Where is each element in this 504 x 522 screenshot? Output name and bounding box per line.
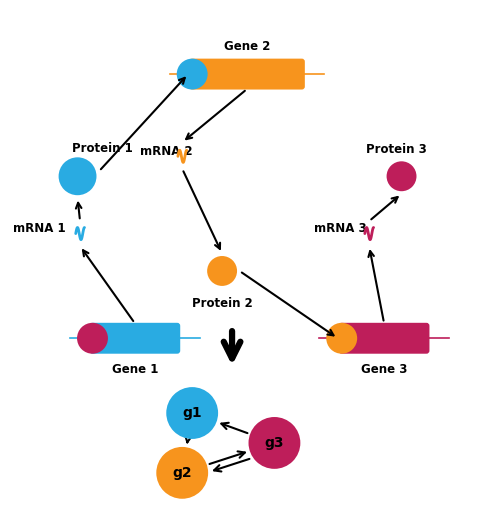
Text: Protein 2: Protein 2 [192,297,253,310]
FancyBboxPatch shape [90,323,180,354]
Text: Protein 1: Protein 1 [72,143,133,156]
Text: g2: g2 [172,466,192,480]
FancyBboxPatch shape [339,323,429,354]
Text: mRNA 3: mRNA 3 [314,222,367,235]
Circle shape [177,58,208,90]
Circle shape [77,323,108,354]
Text: Gene 1: Gene 1 [112,363,158,376]
Circle shape [387,161,416,191]
Text: g3: g3 [265,436,284,450]
FancyBboxPatch shape [189,58,305,90]
Text: mRNA 2: mRNA 2 [140,145,193,158]
Circle shape [248,417,300,469]
Circle shape [207,256,237,286]
Text: Gene 3: Gene 3 [361,363,407,376]
Circle shape [58,157,96,195]
Text: Protein 3: Protein 3 [366,144,427,156]
Text: mRNA 1: mRNA 1 [13,222,66,235]
Circle shape [326,323,357,354]
Text: g1: g1 [182,406,202,420]
Text: Gene 2: Gene 2 [224,40,270,53]
Text: Gene 2: Gene 2 [0,521,1,522]
Circle shape [166,387,218,439]
Circle shape [156,447,208,499]
